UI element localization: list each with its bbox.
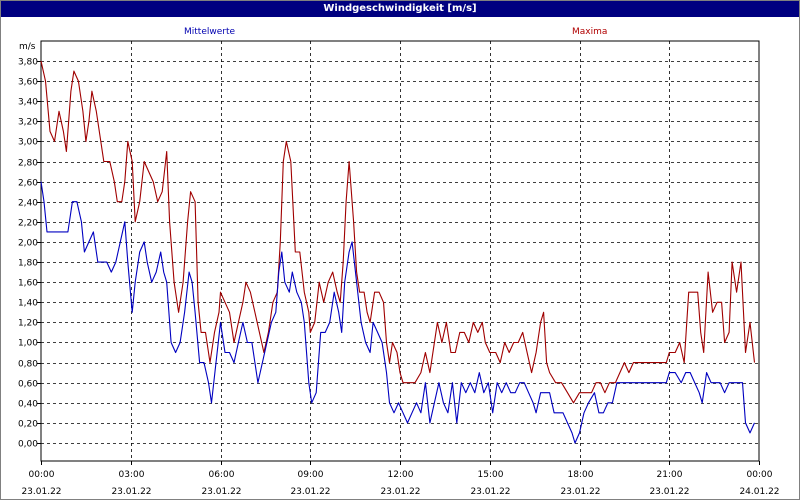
x-tick-time: 12:00 [388, 470, 414, 480]
y-tick-label: 1,60 [18, 279, 38, 289]
x-tick-time: 06:00 [209, 470, 235, 480]
x-tick-date: 23.01.22 [201, 487, 241, 497]
y-tick-label: 0,00 [18, 440, 38, 450]
y-tick-label: 2,40 [18, 199, 38, 209]
x-tick-date: 23.01.22 [290, 487, 330, 497]
x-tick-date: 23.01.22 [649, 487, 689, 497]
series-line-mittelwerte [40, 181, 756, 444]
x-tick-time: 09:00 [298, 470, 324, 480]
x-tick-date: 23.01.22 [470, 487, 510, 497]
y-tick-label: 0,60 [18, 380, 38, 390]
y-tick-label: 0,40 [18, 400, 38, 410]
x-tick-time: 03:00 [119, 470, 145, 480]
legend-mean-label: Mittelwerte [184, 27, 236, 37]
plot-frame [40, 40, 760, 462]
y-tick-label: 0,20 [18, 420, 38, 430]
y-tick-label: 2,60 [18, 179, 38, 189]
y-tick-label: 1,00 [18, 339, 38, 349]
x-tick-date: 23.01.22 [21, 487, 61, 497]
y-tick-label: 3,40 [18, 98, 38, 108]
x-tick-time: 21:00 [657, 470, 683, 480]
y-tick-label: 2,20 [18, 219, 38, 229]
x-tick-date: 23.01.22 [560, 487, 600, 497]
x-tick-date: 23.01.22 [111, 487, 151, 497]
x-tick-time: 00:00 [747, 470, 773, 480]
y-tick-label: 0,80 [18, 360, 38, 370]
y-tick-label: 1,40 [18, 299, 38, 309]
y-tick-label: 3,00 [18, 138, 38, 148]
legend-max-label: Maxima [572, 27, 608, 37]
y-tick-label: 1,80 [18, 259, 38, 269]
y-tick-label: 1,20 [18, 319, 38, 329]
series-line-maxima [40, 60, 756, 404]
x-tick-time: 15:00 [478, 470, 504, 480]
y-tick-label: 2,00 [18, 239, 38, 249]
x-tick-time: 00:00 [29, 470, 55, 480]
x-tick-date: 24.01.22 [739, 487, 779, 497]
window-title: Windgeschwindigkeit [m/s] [1, 1, 799, 17]
x-tick-time: 18:00 [568, 470, 594, 480]
y-tick-label: 2,80 [18, 159, 38, 169]
x-tick-date: 23.01.22 [380, 487, 420, 497]
y-tick-label: 3,20 [18, 118, 38, 128]
y-tick-label: 3,80 [18, 58, 38, 68]
y-axis-unit-label: m/s [19, 42, 36, 52]
y-tick-label: 3,60 [18, 78, 38, 88]
